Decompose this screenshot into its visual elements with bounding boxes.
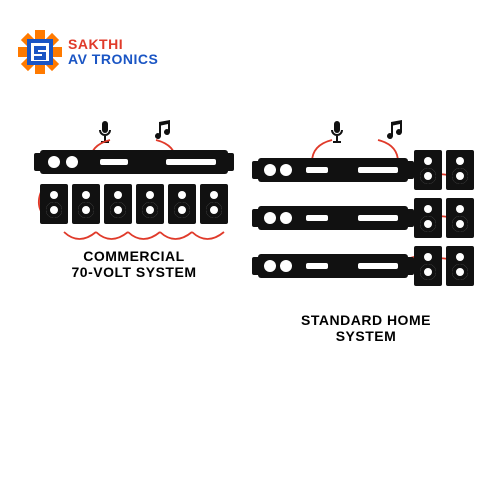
caption-right: STANDARD HOME SYSTEM (301, 312, 431, 344)
amplifier (258, 158, 408, 182)
speaker (168, 184, 196, 224)
logo-line2: AV TRONICS (68, 52, 158, 67)
input-icons (96, 120, 172, 144)
brand-logo: SAKTHI AV TRONICS (18, 30, 158, 74)
speaker-pair (414, 198, 474, 238)
logo-line1: SAKTHI (68, 37, 158, 52)
music-icon (384, 120, 404, 144)
music-icon (152, 120, 172, 144)
speaker (200, 184, 228, 224)
speaker (104, 184, 132, 224)
diagram-columns: COMMERCIAL 70-VOLT SYSTEM (0, 120, 500, 344)
logo-mark-icon (18, 30, 62, 74)
caption-left: COMMERCIAL 70-VOLT SYSTEM (72, 248, 197, 280)
amplifier (258, 206, 408, 230)
amp-row (258, 198, 474, 238)
speaker (446, 198, 474, 238)
speaker (446, 150, 474, 190)
mic-icon (328, 120, 346, 144)
amplifier (258, 254, 408, 278)
speaker-pair (414, 150, 474, 190)
speaker (446, 246, 474, 286)
speaker (40, 184, 68, 224)
speaker (414, 246, 442, 286)
amp-row (258, 246, 474, 286)
input-icons (328, 120, 404, 144)
page: SAKTHI AV TRONICS (0, 0, 500, 500)
speaker (72, 184, 100, 224)
logo-text: SAKTHI AV TRONICS (68, 37, 158, 67)
mic-icon (96, 120, 114, 144)
speaker (136, 184, 164, 224)
commercial-system: COMMERCIAL 70-VOLT SYSTEM (24, 120, 244, 344)
speaker-pair (414, 246, 474, 286)
speaker (414, 150, 442, 190)
speaker (414, 198, 442, 238)
amplifier (40, 150, 228, 174)
amp-row (258, 150, 474, 190)
speaker-row (40, 184, 228, 224)
home-system: STANDARD HOME SYSTEM (256, 120, 476, 344)
